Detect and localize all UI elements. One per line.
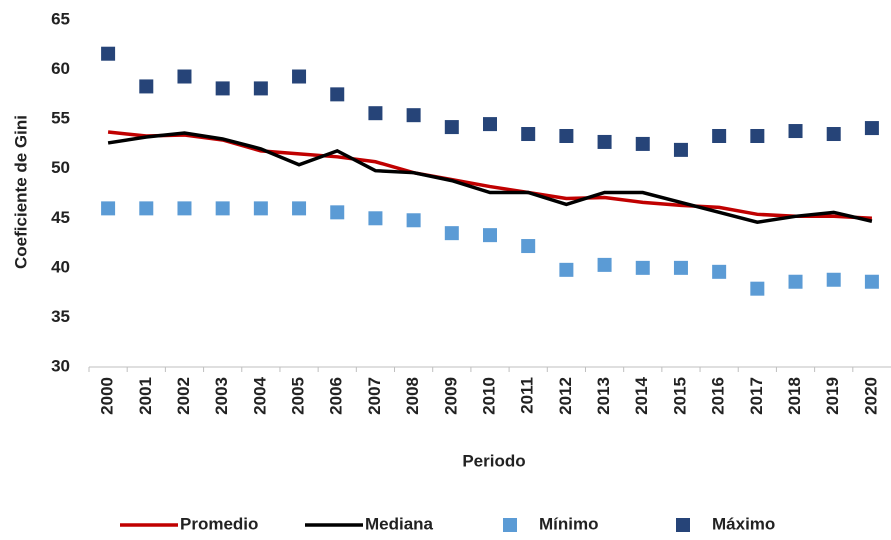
marker bbox=[864, 121, 879, 136]
marker bbox=[826, 127, 841, 142]
marker bbox=[406, 213, 421, 228]
x-tick-label: 2015 bbox=[670, 377, 689, 415]
y-tick-label: 65 bbox=[51, 9, 70, 28]
x-tick-label: 2007 bbox=[365, 377, 384, 415]
marker bbox=[559, 128, 574, 143]
marker bbox=[559, 262, 574, 277]
marker bbox=[597, 257, 612, 272]
y-tick-label: 30 bbox=[51, 356, 70, 375]
marker bbox=[215, 81, 230, 96]
marker bbox=[635, 260, 650, 275]
marker bbox=[635, 136, 650, 151]
x-tick-label: 2000 bbox=[98, 377, 117, 415]
marker bbox=[712, 264, 727, 279]
x-tick-label: 2010 bbox=[479, 377, 498, 415]
marker bbox=[444, 120, 459, 135]
x-tick-label: 2019 bbox=[823, 377, 842, 415]
marker bbox=[139, 79, 154, 94]
marker bbox=[139, 201, 154, 216]
x-tick-label: 2018 bbox=[785, 377, 804, 415]
marker bbox=[444, 226, 459, 241]
marker bbox=[101, 201, 116, 216]
marker bbox=[368, 211, 383, 226]
x-tick-label: 2002 bbox=[174, 377, 193, 415]
x-tick-label: 2016 bbox=[709, 377, 728, 415]
x-tick-label: 2005 bbox=[289, 377, 308, 415]
marker bbox=[712, 128, 727, 143]
y-tick-label: 50 bbox=[51, 158, 70, 177]
marker bbox=[864, 274, 879, 289]
marker bbox=[826, 272, 841, 287]
marker bbox=[597, 134, 612, 149]
marker bbox=[292, 69, 307, 84]
x-tick-label: 2012 bbox=[556, 377, 575, 415]
x-tick-label: 2020 bbox=[861, 377, 880, 415]
marker bbox=[177, 201, 192, 216]
marker bbox=[330, 87, 345, 102]
y-tick-label: 35 bbox=[51, 307, 70, 326]
marker bbox=[368, 106, 383, 121]
y-tick-label: 45 bbox=[51, 208, 70, 227]
y-tick-label: 55 bbox=[51, 109, 70, 128]
marker bbox=[521, 127, 536, 142]
marker bbox=[177, 69, 192, 84]
x-tick-label: 2008 bbox=[403, 377, 422, 415]
x-tick-label: 2003 bbox=[212, 377, 231, 415]
legend-swatch bbox=[676, 518, 690, 532]
x-tick-label: 2014 bbox=[632, 376, 651, 414]
marker bbox=[673, 142, 688, 157]
y-tick-label: 60 bbox=[51, 59, 70, 78]
x-axis-title: Periodo bbox=[462, 451, 525, 470]
marker bbox=[788, 274, 803, 289]
marker bbox=[483, 117, 497, 132]
x-tick-label: 2009 bbox=[441, 377, 460, 415]
marker bbox=[253, 81, 268, 96]
y-axis-title: Coeficiente de Gini bbox=[11, 115, 30, 269]
marker bbox=[521, 239, 536, 254]
x-tick-label: 2004 bbox=[250, 376, 269, 414]
marker bbox=[101, 46, 116, 61]
marker bbox=[750, 281, 765, 296]
y-tick-label: 40 bbox=[51, 257, 70, 276]
x-tick-label: 2017 bbox=[747, 377, 766, 415]
x-tick-label: 2001 bbox=[136, 377, 155, 415]
marker bbox=[292, 201, 307, 216]
line-series bbox=[107, 131, 873, 225]
x-tick-label: 2013 bbox=[594, 377, 613, 415]
marker bbox=[483, 228, 497, 243]
x-tick-label: 2006 bbox=[327, 377, 346, 415]
marker bbox=[253, 201, 268, 216]
marker bbox=[788, 124, 803, 139]
legend-label: Mediana bbox=[365, 514, 434, 533]
legend-label: Promedio bbox=[180, 514, 258, 533]
marker bbox=[215, 201, 230, 216]
marker bbox=[406, 108, 421, 123]
legend-swatch bbox=[503, 518, 517, 532]
x-tick-label: 2011 bbox=[518, 377, 537, 414]
legend-label: Mínimo bbox=[539, 514, 599, 533]
marker bbox=[330, 205, 345, 220]
marker bbox=[750, 128, 765, 143]
legend-label: Máximo bbox=[712, 514, 775, 533]
marker bbox=[673, 260, 688, 275]
